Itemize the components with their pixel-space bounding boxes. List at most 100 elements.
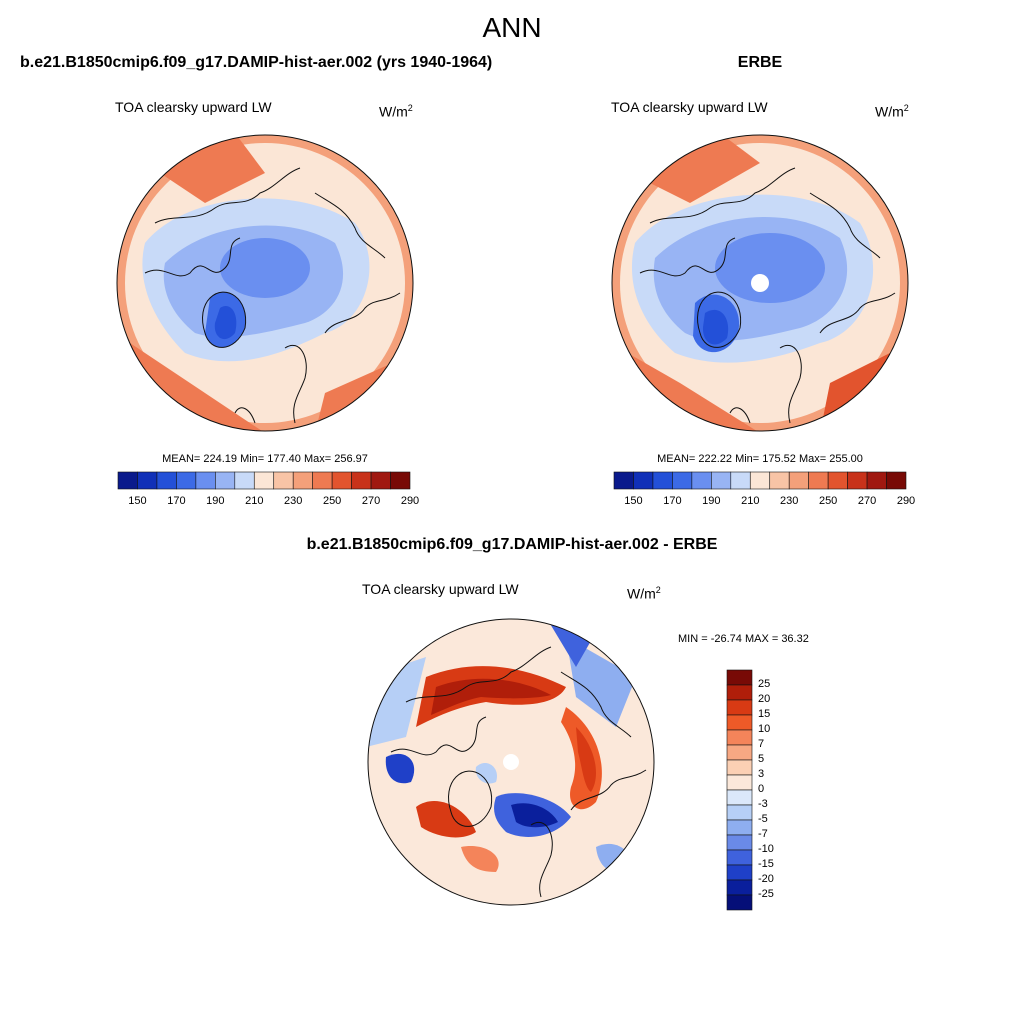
diff-colorbar-swatch [726, 744, 753, 761]
diff-colorbar-swatch [726, 684, 753, 701]
diff-colorbar-swatch [726, 864, 753, 881]
diff-colorbar-ticks: 25 20 15 10 7 5 3 0 -3 -5 -7 -10 -15 -20 -25 [758, 670, 798, 910]
left-colorbar-tick-label: 230 [284, 495, 303, 507]
diff-colorbar-swatch [726, 804, 753, 821]
diff-coastlines [390, 646, 647, 898]
diff-colorbar-tick-label: -7 [758, 828, 768, 840]
diff-colorbar-tick-label: -5 [758, 813, 768, 825]
left-colorbar-swatch [195, 471, 216, 490]
right-colorbar [613, 471, 907, 490]
diff-colorbar-tick-label: 5 [758, 753, 765, 765]
diff-colorbar-swatch [726, 729, 753, 746]
left-colorbar-swatch [351, 471, 372, 490]
diff-colorbar-tick-label: 25 [758, 678, 771, 690]
diff-colorbar-tick-label: 10 [758, 723, 771, 735]
right-map-border [611, 134, 909, 432]
left-stats: MEAN= 224.19 Min= 177.40 Max= 256.97 [162, 453, 368, 465]
right-colorbar-swatch [847, 471, 868, 490]
left-colorbar-tick-label: 170 [167, 495, 186, 507]
diff-colorbar-swatch [726, 894, 753, 911]
right-polar-gap [751, 274, 769, 292]
right-coastlines [639, 167, 896, 424]
left-panel-title: b.e21.B1850cmip6.f09_g17.DAMIP-hist-aer.… [20, 54, 493, 71]
right-colorbar-swatch [613, 471, 634, 490]
left-coastlines [144, 167, 401, 424]
right-colorbar-swatch [749, 471, 771, 490]
right-colorbar-tick-label: 190 [702, 495, 721, 507]
right-polar-map [611, 134, 909, 432]
diff-colorbar-swatch [726, 849, 753, 866]
left-colorbar-swatch [390, 471, 411, 490]
right-colorbar-tick-label: 210 [741, 495, 760, 507]
diff-colorbar-swatch [726, 774, 753, 791]
left-colorbar-tick-label: 190 [206, 495, 225, 507]
diff-colorbar-swatch [726, 669, 753, 686]
right-colorbar-tick-label: 150 [624, 495, 643, 507]
right-colorbar-tick-label: 230 [780, 495, 799, 507]
right-colorbar-swatch [886, 471, 907, 490]
right-units-sup: 2 [903, 103, 909, 113]
diff-panel-title: b.e21.B1850cmip6.f09_g17.DAMIP-hist-aer.… [306, 536, 718, 553]
left-polar-map [116, 134, 414, 432]
left-colorbar-tick-label: 290 [400, 495, 420, 507]
left-colorbar-swatch [370, 471, 391, 490]
left-colorbar-swatch [331, 471, 352, 490]
diff-colorbar-swatch [726, 759, 753, 776]
diff-colorbar-tick-label: -15 [758, 858, 774, 870]
diff-colorbar-tick-label: -10 [758, 843, 774, 855]
right-colorbar-tick-label: 170 [663, 495, 682, 507]
right-colorbar-swatch [730, 471, 751, 490]
left-colorbar-swatch [156, 471, 177, 490]
right-units-text: W/m [875, 103, 904, 120]
diff-colorbar-tick-label: 7 [758, 738, 765, 750]
diff-colorbar-tick-label: -20 [758, 873, 774, 885]
right-colorbar-swatch [808, 471, 829, 490]
diff-colorbar-swatch [726, 879, 753, 896]
right-units-label: W/m2 [875, 103, 909, 120]
left-colorbar-swatch [176, 471, 197, 490]
diff-colorbar-tick-label: 3 [758, 768, 765, 780]
diff-variable-label: TOA clearsky upward LW [362, 581, 519, 597]
diff-colorbar-tick-label: 20 [758, 693, 771, 705]
right-colorbar-swatch [866, 471, 887, 490]
right-colorbar-swatch [769, 471, 790, 490]
left-map-border [116, 134, 414, 432]
right-colorbar-swatch [672, 471, 693, 490]
left-colorbar-ticks: 150 170 190 210 230 250 270 290 [118, 495, 419, 509]
left-colorbar-swatch [273, 471, 294, 490]
right-stats: MEAN= 222.22 Min= 175.52 Max= 255.00 [657, 453, 863, 465]
left-colorbar-swatch [117, 471, 138, 490]
left-colorbar-tick-label: 250 [322, 495, 342, 507]
left-units-text: W/m [379, 103, 408, 120]
left-colorbar [117, 471, 411, 490]
left-colorbar-tick-label: 150 [128, 495, 147, 507]
diff-units-sup: 2 [655, 585, 661, 595]
right-variable-label: TOA clearsky upward LW [611, 99, 768, 115]
diff-colorbar-swatch [726, 834, 753, 851]
diff-colorbar-tick-label: -3 [758, 798, 768, 810]
right-colorbar-tick-label: 250 [818, 495, 838, 507]
diff-colorbar-swatch [726, 699, 753, 716]
right-colorbar-swatch [652, 471, 673, 490]
left-variable-label: TOA clearsky upward LW [115, 99, 272, 115]
diff-units-label: W/m2 [627, 585, 661, 602]
diff-colorbar-swatch [726, 819, 753, 836]
diff-units-text: W/m [627, 585, 656, 602]
left-colorbar-swatch [292, 471, 313, 490]
right-colorbar-swatch [691, 471, 712, 490]
left-units-label: W/m2 [379, 103, 413, 120]
diff-colorbar-swatch [726, 789, 753, 806]
diff-polar-gap [503, 754, 519, 770]
left-colorbar-tick-label: 270 [361, 495, 381, 507]
diff-colorbar-tick-label: 0 [758, 783, 765, 795]
diff-colorbar-tick-label: -25 [758, 888, 774, 900]
diff-colorbar [726, 669, 753, 911]
diff-colorbar-swatch [726, 714, 753, 731]
right-colorbar-tick-label: 290 [896, 495, 916, 507]
season-title: ANN [482, 12, 542, 43]
left-colorbar-tick-label: 210 [245, 495, 264, 507]
left-units-sup: 2 [407, 103, 413, 113]
right-colorbar-swatch [711, 471, 732, 490]
left-colorbar-swatch [234, 471, 255, 490]
diff-colorbar-tick-label: 15 [758, 708, 771, 720]
